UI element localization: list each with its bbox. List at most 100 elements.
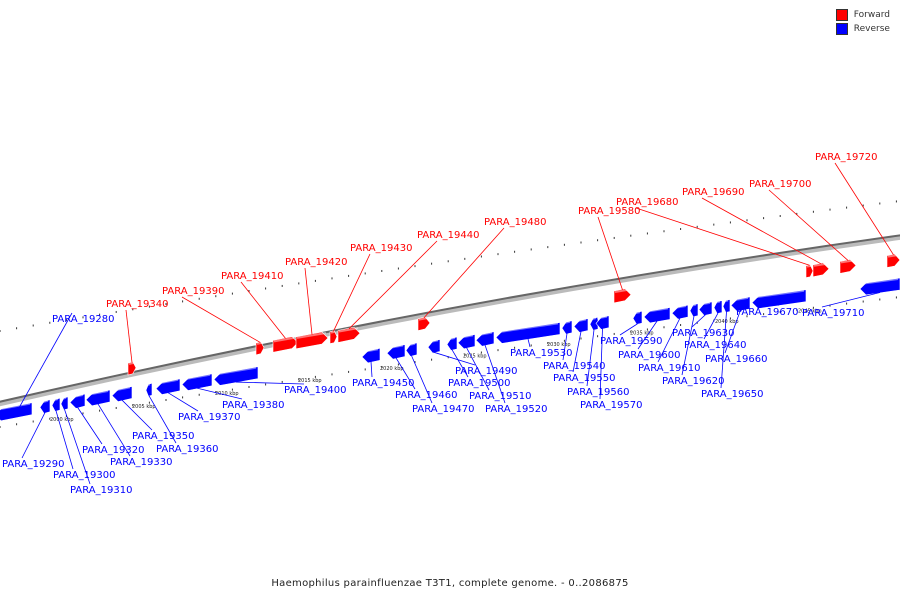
gene-arrow-PARA_19460[interactable] (386, 344, 406, 360)
gene-label-PARA_19720[interactable]: PARA_19720 (815, 152, 877, 163)
gene-label-PARA_19480[interactable]: PARA_19480 (484, 217, 546, 228)
gene-arrow-PARA_19530[interactable] (495, 322, 561, 344)
gene-label-PARA_19540[interactable]: PARA_19540 (543, 361, 605, 372)
gene-shine (86, 389, 109, 396)
gene-label-PARA_19610[interactable]: PARA_19610 (638, 363, 700, 374)
gene-arrow-PARA_19380[interactable] (181, 373, 213, 391)
gene-arrow-PARA_19360[interactable] (145, 382, 153, 397)
gene-arrow-PARA_19500[interactable] (446, 336, 458, 351)
gene-label-PARA_19550[interactable]: PARA_19550 (553, 373, 615, 384)
gene-label-PARA_19330[interactable]: PARA_19330 (110, 457, 172, 468)
gene-label-PARA_19650[interactable]: PARA_19650 (701, 389, 763, 400)
gene-arrow-PARA_19320[interactable] (69, 393, 86, 409)
gene-label-PARA_19560[interactable]: PARA_19560 (567, 387, 629, 398)
gene-arrow-PARA_19490[interactable] (427, 339, 441, 354)
gene-arrow-PARA_19670[interactable] (751, 289, 807, 309)
gene-arrow-PARA_19450[interactable] (361, 347, 381, 364)
gene-label-PARA_19290[interactable]: PARA_19290 (2, 459, 64, 470)
gene-label-PARA_19680[interactable]: PARA_19680 (616, 197, 678, 208)
gene-label-PARA_19640[interactable]: PARA_19640 (684, 340, 746, 351)
gene-label-PARA_19470[interactable]: PARA_19470 (412, 404, 474, 415)
gene-arrow-PARA_19610[interactable] (671, 304, 689, 320)
gene-arrow-PARA_19440[interactable] (337, 326, 361, 343)
gene-label-PARA_19430[interactable]: PARA_19430 (350, 243, 412, 254)
gene-arrow-PARA_19350[interactable] (111, 386, 133, 402)
gene-label-PARA_19310[interactable]: PARA_19310 (70, 485, 132, 496)
gene-label-PARA_19390[interactable]: PARA_19390 (162, 286, 224, 297)
gene-label-PARA_19590[interactable]: PARA_19590 (600, 336, 662, 347)
gene-arrow-PARA_19560[interactable] (589, 316, 599, 331)
label-connector (527, 338, 531, 348)
gene-arrow-PARA_19310[interactable] (60, 396, 69, 411)
gene-label-PARA_19700[interactable]: PARA_19700 (749, 179, 811, 190)
gene-arrow-PARA_19370[interactable] (155, 378, 181, 395)
gene-arrow-PARA_19710[interactable] (859, 277, 900, 296)
gene-arrow-PARA_19640[interactable] (713, 300, 723, 314)
gene-arrow-PARA_19330[interactable] (85, 389, 111, 407)
gene-label-PARA_19500[interactable]: PARA_19500 (448, 378, 510, 389)
gene-arrow-PARA_19470[interactable] (405, 342, 418, 357)
gene-label-PARA_19380[interactable]: PARA_19380 (222, 400, 284, 411)
gene-label-PARA_19600[interactable]: PARA_19600 (618, 350, 680, 361)
gene-label-PARA_19400[interactable]: PARA_19400 (284, 385, 346, 396)
gene-arrow-PARA_19420[interactable] (295, 331, 329, 350)
gene-label-PARA_19420[interactable]: PARA_19420 (285, 257, 347, 268)
gene-label-PARA_19360[interactable]: PARA_19360 (156, 444, 218, 455)
label-connector (196, 387, 243, 400)
gene-shine (256, 341, 263, 345)
gene-label-PARA_19660[interactable]: PARA_19660 (705, 354, 767, 365)
gene-label-PARA_19350[interactable]: PARA_19350 (132, 431, 194, 442)
gene-label-PARA_19580[interactable]: PARA_19580 (578, 206, 640, 217)
gene-label-PARA_19440[interactable]: PARA_19440 (417, 230, 479, 241)
gene-label-PARA_19460[interactable]: PARA_19460 (395, 390, 457, 401)
gene-arrow-PARA_19280[interactable] (0, 402, 33, 422)
gene-label-PARA_19620[interactable]: PARA_19620 (662, 376, 724, 387)
gene-arrow-PARA_19600[interactable] (643, 307, 671, 324)
gene-label-PARA_19690[interactable]: PARA_19690 (682, 187, 744, 198)
gene-label-PARA_19520[interactable]: PARA_19520 (485, 404, 547, 415)
gene-label-PARA_19570[interactable]: PARA_19570 (580, 400, 642, 411)
label-connector (701, 197, 822, 265)
gene-arrow-PARA_19700[interactable] (839, 259, 857, 274)
gene-label-PARA_19300[interactable]: PARA_19300 (53, 470, 115, 481)
gene-arrow-PARA_19650[interactable] (722, 299, 731, 313)
gene-arrow-PARA_19620[interactable] (689, 303, 699, 318)
forward-swatch (835, 9, 848, 21)
gene-label-PARA_19630[interactable]: PARA_19630 (672, 328, 734, 339)
gene-label-PARA_19510[interactable]: PARA_19510 (469, 391, 531, 402)
label-connector (720, 311, 727, 389)
label-connector (562, 333, 568, 361)
gene-arrow-PARA_19300[interactable] (51, 397, 61, 412)
gene-label-PARA_19410[interactable]: PARA_19410 (221, 271, 283, 282)
gene-arrow-PARA_19590[interactable] (632, 310, 643, 325)
gene-arrow-PARA_19630[interactable] (698, 301, 713, 316)
gene-label-PARA_19370[interactable]: PARA_19370 (178, 412, 240, 423)
gene-label-PARA_19450[interactable]: PARA_19450 (352, 378, 414, 389)
gene-arrow-PARA_19410[interactable] (272, 336, 299, 353)
gene-shine (338, 327, 359, 333)
gene-arrow-PARA_19690[interactable] (812, 262, 830, 278)
gene-label-PARA_19530[interactable]: PARA_19530 (510, 348, 572, 359)
gene-label-PARA_19280[interactable]: PARA_19280 (52, 314, 114, 325)
label-connector (148, 395, 177, 444)
gene-label-PARA_19340[interactable]: PARA_19340 (106, 299, 168, 310)
gene-shine (699, 301, 711, 306)
gene-arrow-PARA_19550[interactable] (573, 318, 589, 333)
gene-arrow-PARA_19580[interactable] (613, 288, 632, 304)
gene-arrow-PARA_19570[interactable] (595, 315, 610, 330)
label-connector (681, 316, 695, 376)
scale-tick-label: 2005 kbp (132, 404, 156, 410)
gene-arrow-PARA_19290[interactable] (39, 399, 51, 414)
gene-arrow-PARA_19660[interactable] (730, 296, 751, 312)
gene-label-PARA_19670[interactable]: PARA_19670 (736, 307, 798, 318)
gene-shine (40, 399, 49, 404)
gene-label-PARA_19490[interactable]: PARA_19490 (455, 366, 517, 377)
label-connector (181, 296, 261, 343)
label-connector (599, 328, 603, 400)
gene-arrow-PARA_19520[interactable] (475, 331, 495, 347)
gene-label-PARA_19320[interactable]: PARA_19320 (82, 445, 144, 456)
gene-label-PARA_19710[interactable]: PARA_19710 (802, 308, 864, 319)
gene-arrow-PARA_19540[interactable] (561, 320, 573, 335)
gene-arrow-PARA_19510[interactable] (457, 334, 476, 350)
